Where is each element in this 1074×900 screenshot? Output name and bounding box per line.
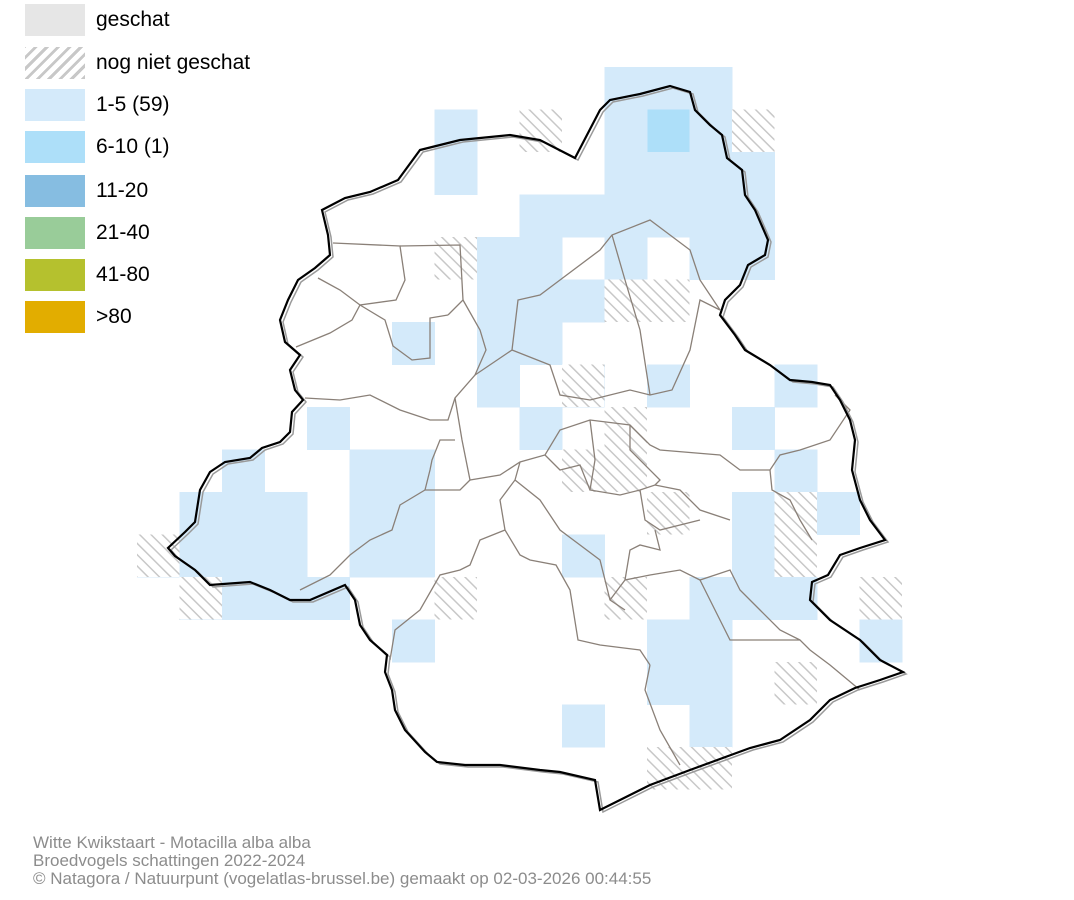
region-border (166, 84, 906, 812)
legend-swatch-41-80 (25, 259, 85, 291)
legend-label: 41-80 (96, 263, 150, 286)
grid-cell-1-5 (689, 704, 733, 748)
legend-swatch-geschat (25, 4, 85, 36)
grid-cell-not-estimated (434, 237, 477, 280)
grid-cell-not-estimated (562, 364, 605, 407)
grid-cell-1-5 (562, 704, 605, 748)
grid-cell-not-estimated (604, 449, 647, 492)
species-name: Witte Kwikstaart - Motacilla alba alba (33, 833, 311, 852)
legend-item-nog-niet-geschat: nog niet geschat (25, 47, 325, 79)
legend-item-6-10: 6-10 (1) (25, 131, 325, 163)
grid-cell-1-5 (562, 534, 605, 578)
grid-cell-1-5 (519, 194, 775, 238)
legend-label: 21-40 (96, 221, 150, 244)
grid-cell-1-5 (349, 449, 435, 578)
grid-cell-6-10 (647, 109, 690, 153)
legend-label: 1-5 (59) (96, 93, 170, 116)
legend-swatch-hatch (25, 47, 85, 79)
grid-cell-1-5 (689, 577, 775, 620)
grid-cell-not-estimated (519, 109, 562, 152)
grid-cell-1-5 (647, 619, 733, 663)
legend-label: nog niet geschat (96, 51, 251, 74)
legend-swatch-21-40 (25, 217, 85, 249)
legend-item-11-20: 11-20 (25, 175, 325, 207)
grid-cell-1-5 (604, 237, 648, 280)
grid-cell-1-5 (519, 407, 563, 450)
grid-cell-1-5 (817, 492, 860, 535)
grid-cell-1-5 (562, 279, 605, 323)
grid-cell-1-5 (604, 152, 733, 195)
legend-item-1-5: 1-5 (59) (25, 89, 325, 121)
grid-cells (137, 67, 903, 790)
grid-cell-not-estimated (774, 534, 817, 577)
copyright-line: © Natagora / Natuurpunt (vogelatlas-brus… (33, 869, 652, 888)
grid-cell-not-estimated (732, 109, 775, 152)
grid-cell-1-5 (477, 279, 563, 323)
survey-period: Broedvogels schattingen 2022-2024 (33, 851, 306, 870)
grid-cell-1-5 (774, 364, 818, 408)
grid-cell-1-5 (689, 237, 775, 280)
grid-cell-1-5 (689, 109, 733, 153)
grid-cell-not-estimated (774, 662, 817, 705)
municipal-boundaries (295, 219, 861, 766)
grid-cell-not-estimated (604, 407, 647, 450)
grid-cell-1-5 (477, 237, 563, 280)
legend-item-41-80: 41-80 (25, 259, 325, 291)
grid-cell-not-estimated (604, 279, 647, 322)
legend-swatch-over-80 (25, 301, 85, 333)
legend-item-geschat: geschat (25, 4, 325, 36)
grid-cell-not-estimated (434, 577, 477, 620)
grid-cell-not-estimated (647, 279, 690, 322)
legend-label: 11-20 (96, 179, 149, 202)
legend-swatch-11-20 (25, 175, 85, 207)
map-credits: Witte Kwikstaart - Motacilla alba alba B… (33, 834, 651, 888)
legend-label: geschat (96, 8, 170, 31)
grid-cell-not-estimated (179, 577, 222, 620)
legend-label: >80 (96, 305, 132, 328)
grid-cell-1-5 (732, 152, 775, 195)
grid-cell-1-5 (732, 407, 775, 450)
grid-cell-1-5 (774, 449, 818, 493)
grid-cell-1-5 (647, 364, 690, 408)
region-border-shadow (169, 87, 908, 814)
grid-cell-not-estimated (562, 449, 605, 492)
grid-cell-not-estimated (859, 577, 902, 620)
grid-cell-1-5 (859, 619, 903, 663)
legend-item-over-80: >80 (25, 301, 325, 333)
grid-cell-not-estimated (137, 534, 180, 577)
grid-cell-not-estimated (774, 492, 817, 535)
grid-cell-1-5 (477, 322, 563, 365)
grid-cell-1-5 (434, 109, 478, 195)
grid-cell-1-5 (647, 662, 733, 705)
grid-cell-1-5 (392, 619, 435, 663)
grid-cell-1-5 (604, 109, 648, 153)
legend-swatch-1-5 (25, 89, 85, 121)
legend-swatch-6-10 (25, 131, 85, 163)
grid-cell-1-5 (307, 407, 350, 450)
legend-label: 6-10 (1) (96, 135, 170, 158)
grid-cell-1-5 (477, 364, 520, 408)
legend-item-21-40: 21-40 (25, 217, 325, 249)
